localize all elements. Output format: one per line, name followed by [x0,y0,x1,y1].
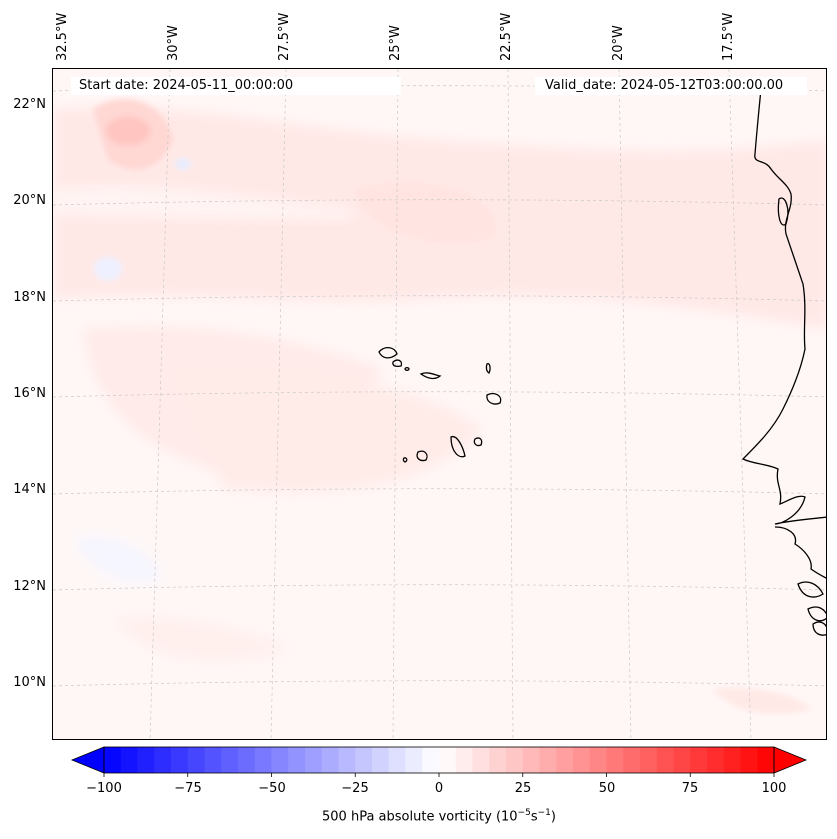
colorbar-step [439,747,457,773]
island-sal [485,362,491,374]
island-brava [402,457,408,463]
lon-label-27-5w: 27.5°W [277,12,292,61]
colorbar-steps [104,747,775,773]
coastlines [741,88,826,636]
colorbar-step [271,747,289,773]
island-sao-nicolau [419,372,442,380]
island-maio [473,437,483,447]
island-santiago [450,435,466,458]
map-canvas [53,69,826,739]
africa-coast [741,88,826,525]
colorbar-step [573,747,591,773]
colorbar-step [321,747,340,773]
lat-label-10n: 10°N [13,675,46,690]
colorbar-step [338,747,356,773]
start-date-label: Start date: 2024-05-11_00:00:00 [79,78,294,93]
colorbar-step [254,747,273,773]
colorbar-title-close: ) [550,809,556,825]
island-boa-vista [486,392,502,405]
colorbar-step [104,747,122,773]
map-panel: Start date: 2024-05-11_00:00:00 Valid_da… [52,68,827,740]
cape-verde-islands [378,347,502,463]
colorbar-step [539,747,557,773]
colorbar-tick-marks [103,773,775,777]
colorbar-high-extend [773,746,808,774]
colorbar-low-extend [70,746,105,774]
colorbar-tick-label: −25 [341,781,369,796]
colorbar-step [707,747,725,773]
colorbar-step [221,747,239,773]
colorbar-title-text: 500 hPa absolute vorticity (10 [322,809,518,825]
colorbar-step [589,747,608,773]
colorbar [70,746,808,777]
colorbar-step [522,747,541,773]
valid-date-box [535,77,807,95]
colorbar-step [305,747,323,773]
colorbar-step [388,747,407,773]
colorbar-tick-label: −50 [258,781,286,796]
colorbar-tick-label: 0 [434,781,444,796]
colorbar-step [355,747,373,773]
colorbar-step [372,747,390,773]
lon-label-20w: 20°W [611,25,626,61]
lon-label-32-5w: 32.5°W [55,12,70,61]
colorbar-tick-label: 100 [761,781,787,796]
colorbar-step [238,747,256,773]
colorbar-step [640,747,658,773]
colorbar-step [556,747,574,773]
colorbar-tick-label: 25 [514,781,532,796]
lat-label-20n: 20°N [13,193,46,208]
colorbar-step [656,747,675,773]
colorbar-title: 500 hPa absolute vorticity (10−5s−1) [322,808,556,824]
colorbar-step [120,747,139,773]
lon-label-30w: 30°W [166,25,181,61]
lon-label-22-5w: 22.5°W [499,12,514,61]
lat-label-16n: 16°N [13,386,46,401]
colorbar-step [623,747,641,773]
colorbar-step [740,747,758,773]
colorbar-step [154,747,172,773]
colorbar-step [757,747,775,773]
colorbar-step [673,747,691,773]
colorbar-tick-label: 50 [598,781,616,796]
lon-label-25w: 25°W [388,25,403,61]
colorbar-title-exp2: −1 [537,808,551,818]
island-sao-vicente [392,359,403,368]
colorbar-step [405,747,423,773]
island-fogo [416,450,428,462]
colorbar-tick-label: −75 [174,781,202,796]
colorbar-tick-label: −100 [86,781,122,796]
colorbar-step [422,747,440,773]
colorbar-tick-label: 75 [681,781,699,796]
lat-label-18n: 18°N [13,290,46,305]
colorbar-title-exp1: −5 [517,808,531,818]
valid-date-label: Valid_date: 2024-05-12T03:00:00.00 [545,78,784,93]
vorticity-field [53,69,826,739]
island-santa-luzia [404,367,410,371]
island-santo-antao [378,347,398,359]
colorbar-step [606,747,624,773]
colorbar-step [137,747,155,773]
colorbar-step [690,747,708,773]
colorbar-title-mid: s [530,809,538,825]
colorbar-step [506,747,524,773]
colorbar-step [204,747,222,773]
colorbar-step [455,747,474,773]
colorbar-step [472,747,490,773]
colorbar-step [288,747,306,773]
colorbar-step [723,747,742,773]
lon-label-17-5w: 17.5°W [721,12,736,61]
lat-label-12n: 12°N [13,579,46,594]
colorbar-step [171,747,189,773]
lat-label-22n: 22°N [13,97,46,112]
start-date-box [71,77,401,95]
colorbar-step [187,747,206,773]
lat-label-14n: 14°N [13,482,46,497]
colorbar-step [489,747,507,773]
